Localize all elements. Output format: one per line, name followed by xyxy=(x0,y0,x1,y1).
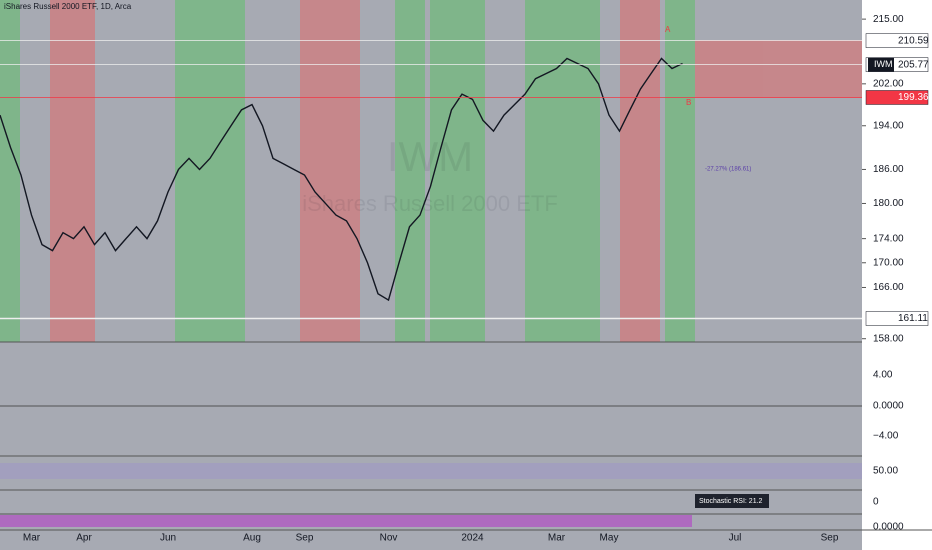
watermark: IWM xyxy=(387,133,473,180)
indicator-tick: 4.00 xyxy=(873,370,893,381)
indicator-tick: −4.00 xyxy=(873,431,899,442)
indicator-tick: 0.0000 xyxy=(873,401,904,412)
x-tick-label: Aug xyxy=(243,533,261,544)
y-tick-label: 174.00 xyxy=(873,233,904,244)
chart-title: iShares Russell 2000 ETF, 1D, Arca xyxy=(4,2,132,11)
price-label-box xyxy=(865,311,929,326)
price-label: 205.77 xyxy=(898,59,929,70)
y-tick-label: 180.00 xyxy=(873,198,904,209)
price-label-box xyxy=(865,90,929,105)
background-bands xyxy=(0,0,895,342)
x-tick-label: Jun xyxy=(160,533,176,544)
x-tick-label: Apr xyxy=(76,533,92,544)
y-tick-label: 170.00 xyxy=(873,257,904,268)
volume-strip xyxy=(0,515,692,527)
price-label: 210.59 xyxy=(898,35,929,46)
symbol-box xyxy=(868,57,894,72)
watermark-sub: iShares Russell 2000 ETF xyxy=(302,191,558,216)
indicator-note: Stochastic RSI: 21.2 xyxy=(699,498,763,505)
x-tick-label: Sep xyxy=(296,533,314,544)
annotation: B xyxy=(686,98,691,107)
price-label: 199.36 xyxy=(898,92,929,103)
y-tick-label: 215.00 xyxy=(873,14,904,25)
x-tick-label: May xyxy=(600,533,619,544)
indicator-tick: 0.0000 xyxy=(873,522,904,533)
indicator-badge xyxy=(695,494,769,508)
y-tick-label: 186.00 xyxy=(873,164,904,175)
y-tick-label: 166.00 xyxy=(873,282,904,293)
annotation: -27.27% (186.61) xyxy=(705,167,751,173)
x-tick-label: Jul xyxy=(729,533,742,544)
x-tick-label: Mar xyxy=(548,533,566,544)
x-tick-label: Nov xyxy=(380,533,398,544)
x-tick-label: Mar xyxy=(23,533,41,544)
y-tick-label: 194.00 xyxy=(873,120,904,131)
price-label: 161.11 xyxy=(898,313,928,324)
price-line xyxy=(0,57,683,302)
x-tick-label: Sep xyxy=(821,533,839,544)
rsi-band xyxy=(0,463,862,479)
indicator-tick: 0 xyxy=(873,497,879,508)
y-tick-label: 158.00 xyxy=(873,333,904,344)
x-tick-label: 2024 xyxy=(461,533,484,544)
annotation: A xyxy=(665,25,671,34)
indicator-tick: 50.00 xyxy=(873,466,898,477)
symbol-label: IWM xyxy=(874,59,893,69)
y-tick-label: 202.00 xyxy=(873,78,904,89)
price-label-box xyxy=(865,33,929,48)
